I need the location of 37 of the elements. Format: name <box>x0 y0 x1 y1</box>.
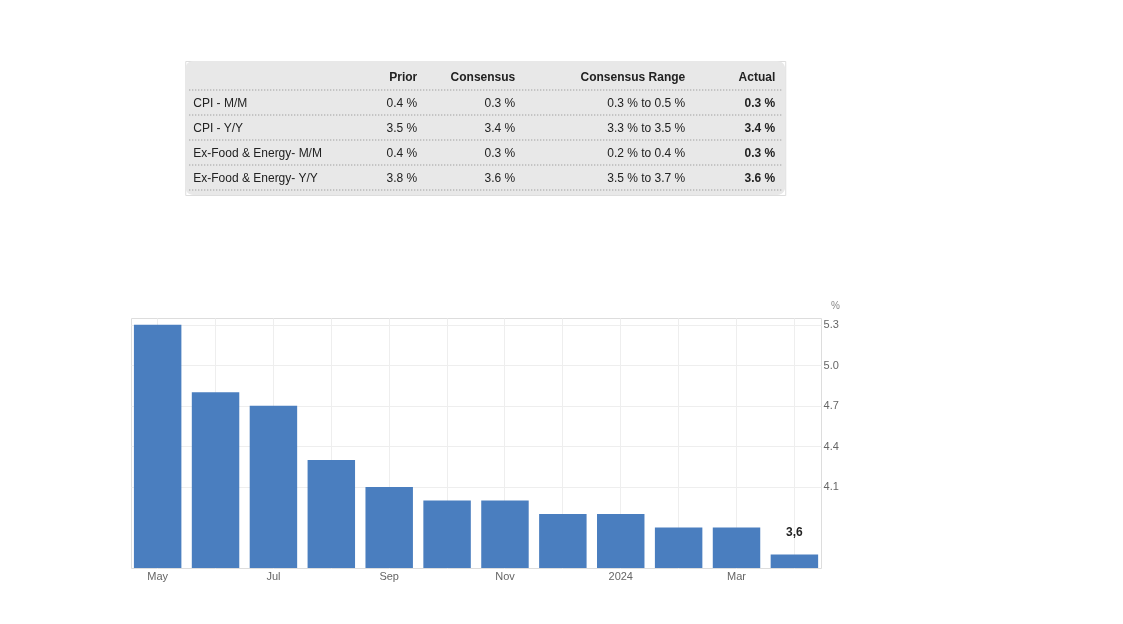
text: Ex-Food & Energy- Y/Y <box>193 171 318 185</box>
x-tick-label: Mar <box>727 569 747 582</box>
text: 3.3 % to 3.5 % <box>607 121 686 135</box>
text: 0.3 % <box>484 146 516 160</box>
y-axis-title: % <box>831 299 841 311</box>
x-tick-label: May <box>147 569 169 582</box>
text: 0.4 % <box>386 96 418 110</box>
y-tick-label: 5.0 <box>823 358 839 371</box>
text: Consensus Range <box>580 70 686 84</box>
text: 0.2 % to 0.4 % <box>607 146 686 160</box>
data-label: 3,6 <box>786 525 804 540</box>
text: 0.3 % <box>744 146 776 160</box>
text: 0.3 % <box>744 96 776 110</box>
text: CPI - Y/Y <box>193 121 244 135</box>
x-tick-label: Sep <box>379 569 399 582</box>
text: 3.4 % <box>744 121 776 135</box>
y-tick-label: 4.1 <box>823 480 839 493</box>
text: 0.3 % <box>484 96 516 110</box>
y-tick-label: 5.3 <box>823 318 839 331</box>
text: 3.5 % to 3.7 % <box>607 171 686 185</box>
text: 3.4 % <box>484 121 516 135</box>
text: 3.5 % <box>386 121 418 135</box>
text: Prior <box>389 70 418 84</box>
text: Actual <box>738 70 776 84</box>
text: 0.3 % to 0.5 % <box>607 96 686 110</box>
text: Consensus <box>450 70 516 84</box>
text: 3.8 % <box>386 171 418 185</box>
text: 0.4 % <box>386 146 418 160</box>
x-tick-label: 2024 <box>608 569 633 582</box>
text: Ex-Food & Energy- M/M <box>193 146 322 160</box>
y-tick-label: 4.7 <box>823 399 839 412</box>
text: 3.6 % <box>744 171 776 185</box>
y-tick-label: 4.4 <box>823 439 839 452</box>
text: CPI - M/M <box>193 96 248 110</box>
x-tick-label: Nov <box>495 569 516 582</box>
text: 3.6 % <box>484 171 516 185</box>
x-tick-label: Jul <box>266 569 281 582</box>
